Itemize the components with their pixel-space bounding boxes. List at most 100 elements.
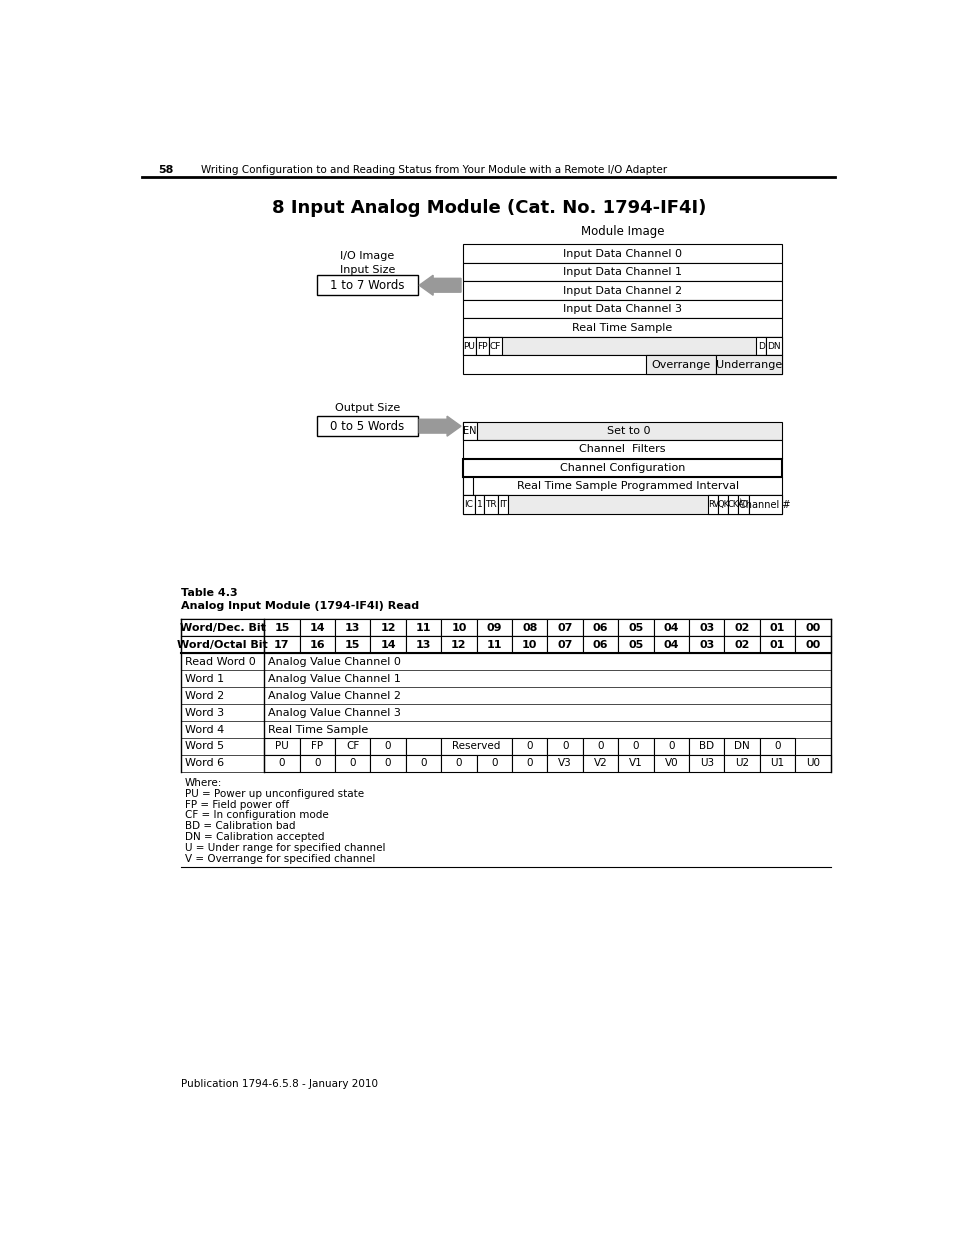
Text: 58: 58 <box>158 164 173 175</box>
Bar <box>440 755 476 772</box>
Text: I/O Image: I/O Image <box>340 251 394 261</box>
Bar <box>688 739 723 755</box>
Text: Module Image: Module Image <box>580 225 664 238</box>
Text: 0: 0 <box>667 741 674 751</box>
Bar <box>547 755 582 772</box>
Text: CF: CF <box>346 741 359 751</box>
Text: 0: 0 <box>420 758 426 768</box>
Text: Input Data Channel 0: Input Data Channel 0 <box>562 248 681 258</box>
Text: BD = Calibration bad: BD = Calibration bad <box>185 821 295 831</box>
Text: U3: U3 <box>699 758 713 768</box>
Text: U = Under range for specified channel: U = Under range for specified channel <box>185 842 385 852</box>
Text: FP: FP <box>311 741 323 751</box>
Text: 0: 0 <box>597 741 603 751</box>
Bar <box>688 620 723 636</box>
Text: 06: 06 <box>592 622 608 632</box>
Bar <box>488 337 501 356</box>
Text: PU: PU <box>274 741 289 751</box>
Bar <box>760 620 795 636</box>
Text: 0 to 5 Words: 0 to 5 Words <box>330 420 404 432</box>
Bar <box>462 282 781 300</box>
Bar <box>512 755 547 772</box>
Text: Underrange: Underrange <box>715 359 781 369</box>
Text: CF = In configuration mode: CF = In configuration mode <box>185 810 329 820</box>
Text: FP: FP <box>476 342 487 351</box>
Bar <box>316 275 417 295</box>
Bar <box>618 636 653 653</box>
Text: Input Size: Input Size <box>339 264 395 275</box>
Text: TR: TR <box>485 500 497 509</box>
Text: 13: 13 <box>416 640 431 650</box>
Text: 09: 09 <box>486 622 501 632</box>
Bar <box>475 495 484 514</box>
Bar <box>462 337 476 356</box>
Bar <box>760 636 795 653</box>
Text: Real Time Sample: Real Time Sample <box>268 725 368 735</box>
Text: U1: U1 <box>770 758 783 768</box>
Bar <box>335 755 370 772</box>
Bar <box>462 245 781 263</box>
Text: 01: 01 <box>769 640 784 650</box>
Bar <box>264 739 299 755</box>
Bar <box>728 495 738 514</box>
Bar <box>462 495 781 514</box>
Text: Word 2: Word 2 <box>185 690 224 700</box>
Bar <box>765 337 781 356</box>
Bar <box>618 739 653 755</box>
Bar <box>748 495 781 514</box>
Text: V2: V2 <box>593 758 607 768</box>
Text: Where:: Where: <box>185 778 222 788</box>
Bar <box>405 636 440 653</box>
Bar <box>181 620 264 636</box>
Text: 0: 0 <box>456 758 461 768</box>
Text: RV: RV <box>707 500 719 509</box>
Text: Input Data Channel 1: Input Data Channel 1 <box>562 267 681 277</box>
Bar <box>582 755 618 772</box>
Text: Word/Octal Bit: Word/Octal Bit <box>177 640 268 650</box>
Text: Analog Value Channel 0: Analog Value Channel 0 <box>268 657 400 667</box>
Text: Channel  Filters: Channel Filters <box>578 445 665 454</box>
Bar <box>547 739 582 755</box>
Bar <box>462 421 476 440</box>
Text: 16: 16 <box>309 640 325 650</box>
Text: 0: 0 <box>384 741 391 751</box>
Bar <box>723 636 760 653</box>
Bar <box>476 755 512 772</box>
Text: Word 4: Word 4 <box>185 725 224 735</box>
Bar <box>653 755 688 772</box>
Bar <box>462 440 781 458</box>
Bar <box>370 620 405 636</box>
Text: 07: 07 <box>557 622 572 632</box>
Text: 1: 1 <box>476 500 482 509</box>
Text: Table 4.3: Table 4.3 <box>181 588 237 598</box>
Bar <box>299 755 335 772</box>
Text: 0: 0 <box>774 741 780 751</box>
Bar <box>738 495 748 514</box>
Bar <box>484 495 497 514</box>
Bar <box>462 421 781 440</box>
Text: Analog Input Module (1794-IF4I) Read: Analog Input Module (1794-IF4I) Read <box>181 600 419 610</box>
Bar <box>645 356 716 374</box>
Text: 00: 00 <box>804 622 820 632</box>
Bar <box>795 620 830 636</box>
Text: EN: EN <box>462 426 476 436</box>
Bar <box>335 636 370 653</box>
Bar <box>547 620 582 636</box>
Bar <box>462 356 781 374</box>
Text: Writing Configuration to and Reading Status from Your Module with a Remote I/O A: Writing Configuration to and Reading Sta… <box>200 164 666 175</box>
Text: À0: À0 <box>738 500 748 509</box>
Text: 06: 06 <box>592 640 608 650</box>
Bar <box>476 620 512 636</box>
Bar <box>316 416 417 436</box>
Bar <box>718 495 728 514</box>
Text: 8 Input Analog Module (Cat. No. 1794-IF4I): 8 Input Analog Module (Cat. No. 1794-IF4… <box>272 199 705 217</box>
Text: 0: 0 <box>349 758 355 768</box>
Bar <box>688 755 723 772</box>
Bar <box>299 636 335 653</box>
Text: 14: 14 <box>309 622 325 632</box>
Text: Set to 0: Set to 0 <box>607 426 650 436</box>
Bar <box>760 755 795 772</box>
Bar <box>264 620 299 636</box>
Text: 15: 15 <box>345 640 360 650</box>
Text: 0: 0 <box>561 741 568 751</box>
